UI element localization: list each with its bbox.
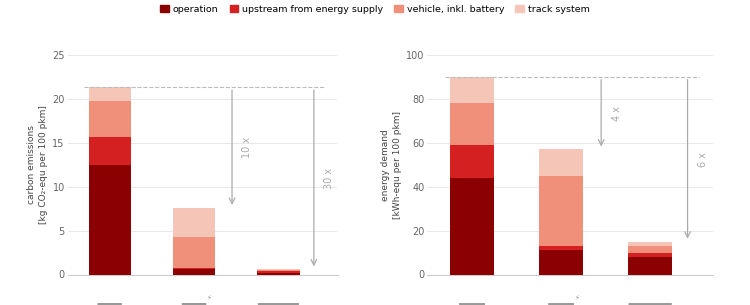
Bar (628, 257, 673, 274)
Text: ⚡: ⚡ (574, 295, 580, 301)
Bar (450, 103, 494, 145)
Bar (88, 165, 130, 274)
FancyBboxPatch shape (628, 303, 672, 305)
Bar (538, 176, 584, 246)
Bar (173, 237, 215, 268)
Bar (628, 253, 673, 257)
Bar (257, 269, 299, 270)
Bar (257, 270, 299, 271)
FancyBboxPatch shape (459, 303, 485, 305)
Bar (628, 246, 673, 253)
Bar (257, 273, 299, 274)
Text: 30 x: 30 x (324, 168, 334, 189)
Bar (450, 77, 494, 103)
Bar (538, 250, 584, 274)
Bar (173, 208, 215, 237)
Bar (628, 242, 673, 246)
Y-axis label: energy demand
[kWh-equ per 100 pkm]: energy demand [kWh-equ per 100 pkm] (382, 111, 402, 219)
Bar (257, 271, 299, 273)
Legend: operation, upstream from energy supply, vehicle, inkl. battery, track system: operation, upstream from energy supply, … (160, 5, 590, 14)
Bar (88, 137, 130, 165)
Bar (450, 145, 494, 178)
Bar (173, 268, 215, 269)
FancyBboxPatch shape (182, 303, 206, 305)
Bar (538, 149, 584, 176)
FancyBboxPatch shape (98, 303, 122, 305)
Bar (538, 246, 584, 250)
Text: 4 x: 4 x (612, 106, 622, 120)
Bar (173, 269, 215, 274)
Text: 10 x: 10 x (242, 137, 252, 158)
Bar (88, 102, 130, 137)
Text: ⚡: ⚡ (207, 295, 212, 301)
FancyBboxPatch shape (548, 303, 574, 305)
FancyBboxPatch shape (258, 303, 299, 305)
Bar (88, 88, 130, 102)
Y-axis label: carbon emissions
[kg CO₂-equ per 100 pkm]: carbon emissions [kg CO₂-equ per 100 pkm… (27, 105, 48, 224)
Text: 6 x: 6 x (698, 152, 708, 167)
Bar (450, 178, 494, 274)
